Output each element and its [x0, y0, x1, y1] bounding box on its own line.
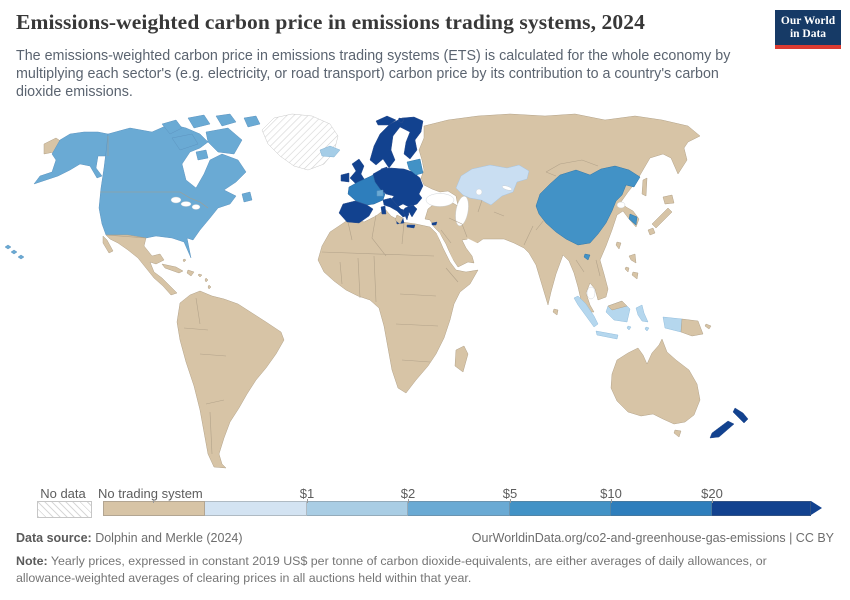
- legend-tick: [510, 499, 511, 503]
- map-region-alaska[interactable]: [33, 131, 109, 185]
- map-region-baltic-states[interactable]: [406, 158, 424, 176]
- black-sea: [425, 193, 455, 207]
- map-region-south-korea[interactable]: [628, 213, 638, 226]
- owid-logo-line1: Our World: [780, 15, 836, 27]
- bohai-sea: [616, 201, 626, 209]
- legend-no-data-swatch[interactable]: [37, 501, 92, 518]
- legend-label: $20: [701, 486, 723, 501]
- map-region-iceland[interactable]: [319, 145, 341, 158]
- chart-subtitle: The emissions-weighted carbon price in e…: [16, 48, 731, 100]
- map-region-indonesia[interactable]: [573, 295, 683, 340]
- persian-gulf: [466, 238, 480, 248]
- legend-segment-$10-$20[interactable]: [611, 501, 712, 516]
- legend-segment-$5-$10[interactable]: [510, 501, 611, 516]
- footer: OurWorldinData.org/co2-and-greenhouse-ga…: [16, 531, 834, 545]
- great-lakes-1: [170, 196, 182, 204]
- map-region-greenland[interactable]: [261, 113, 339, 171]
- map-region-madagascar[interactable]: [454, 345, 469, 373]
- map-region-cyprus[interactable]: [431, 221, 438, 226]
- map-legend: No data No trading system $1 $2 $5 $10 $20: [0, 486, 850, 526]
- map-region-switzerland[interactable]: [376, 189, 384, 197]
- world-map-svg: [4, 113, 749, 469]
- great-lakes-3: [191, 204, 201, 210]
- legend-segment-$1-$2[interactable]: [307, 501, 408, 516]
- legend-segment-> $20[interactable]: [712, 501, 811, 516]
- owid-logo[interactable]: Our World in Data: [775, 10, 841, 49]
- legend-tick: [712, 499, 713, 503]
- country-borders: [100, 136, 601, 455]
- map-region-greece[interactable]: [402, 204, 418, 229]
- legend-label-no-data: No data: [40, 486, 86, 501]
- map-region-western-balkans[interactable]: [394, 214, 404, 225]
- legend-tick: [307, 499, 308, 503]
- map-region-svalbard[interactable]: [375, 115, 405, 126]
- map-region-new-zealand[interactable]: [709, 407, 749, 439]
- map-region-taiwan-philippines-srilanka[interactable]: [552, 241, 639, 316]
- map-region-hawaii[interactable]: [4, 244, 25, 260]
- map-region-spain-portugal[interactable]: [338, 200, 374, 224]
- legend-segment-No trading system[interactable]: [103, 501, 205, 516]
- legend-segment-< $1[interactable]: [205, 501, 307, 516]
- map-region-caribbean-islands[interactable]: [161, 258, 212, 290]
- map-region-canadian-arctic-islands[interactable]: [161, 113, 261, 161]
- caspian-sea: [455, 195, 469, 227]
- map-region-china[interactable]: [535, 165, 641, 261]
- legend-tick: [408, 499, 409, 503]
- map-region-papua-new-guinea[interactable]: [680, 318, 712, 337]
- map-region-japan[interactable]: [641, 177, 675, 236]
- legend-tick: [153, 499, 154, 503]
- legend-arrow: [811, 501, 822, 515]
- gulf-of-thailand: [586, 286, 596, 300]
- legend-segment-$2-$5[interactable]: [408, 501, 510, 516]
- footer-url[interactable]: OurWorldinData.org/co2-and-greenhouse-ga…: [471, 531, 834, 545]
- legend-label: No trading system: [98, 486, 203, 501]
- map-region-africa[interactable]: [317, 208, 479, 394]
- note-label: Note:: [16, 554, 48, 568]
- footer-note: Note: Yearly prices, expressed in consta…: [16, 553, 824, 586]
- map-region-kazakhstan[interactable]: [455, 164, 530, 206]
- map-region-central-europe[interactable]: [372, 167, 424, 208]
- lake-balkhash: [502, 185, 512, 191]
- legend-label: $5: [502, 486, 518, 501]
- note-value: Yearly prices, expressed in constant 201…: [16, 554, 767, 585]
- legend-color-bar: [103, 501, 822, 516]
- data-source-label: Data source:: [16, 531, 92, 545]
- map-region-australia[interactable]: [610, 338, 701, 438]
- great-lakes-2: [180, 201, 192, 207]
- map-region-malaysia[interactable]: [607, 300, 628, 311]
- legend-label: $1: [299, 486, 315, 501]
- page-title: Emissions-weighted carbon price in emiss…: [16, 10, 645, 34]
- map-region-mexico-central-america[interactable]: [102, 234, 178, 296]
- legend-label: $2: [400, 486, 416, 501]
- aral-sea: [475, 188, 483, 196]
- owid-logo-line2: in Data: [789, 28, 827, 40]
- data-source-value: Dolphin and Merkle (2024): [91, 531, 243, 545]
- map-region-south-america[interactable]: [176, 290, 285, 469]
- legend-tick: [611, 499, 612, 503]
- red-sea: [436, 232, 454, 262]
- legend-label: $10: [600, 486, 622, 501]
- world-map: [0, 112, 850, 474]
- map-region-france[interactable]: [347, 174, 386, 206]
- map-region-scandinavia[interactable]: [369, 116, 424, 169]
